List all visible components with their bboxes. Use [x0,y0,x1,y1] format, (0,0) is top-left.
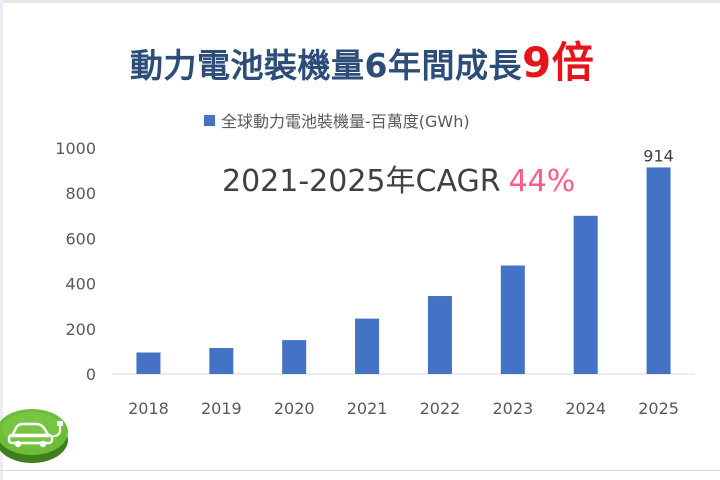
bar-2018 [136,352,161,374]
bar-2023 [500,265,525,374]
bar-2019 [209,348,234,374]
y-tick-label: 400 [65,275,96,294]
bar-2021 [355,318,380,374]
y-tick-label: 200 [65,320,96,339]
bars [136,167,671,374]
data-labels: 914 [643,146,674,165]
chart-title-highlight: 9倍 [521,38,595,87]
bar-2022 [427,296,452,374]
x-tick-label: 2025 [638,399,679,418]
cagr-label: 2021-2025年CAGR [222,164,501,199]
bar-2020 [282,340,307,374]
legend: 全球動力電池裝機量-百萬度(GWh) [204,107,470,133]
chart-title: 動力電池裝機量6年間成長9倍 [130,38,690,88]
top-border [0,0,720,3]
y-axis-ticks: 0 200 400 600 800 1000 [55,139,96,384]
left-border [0,0,3,480]
x-tick-label: 2018 [128,399,169,418]
cagr-value: 44% [508,164,576,199]
chart-title-main: 動力電池裝機量6年間成長 [130,46,522,85]
bar-2024 [573,215,598,374]
x-tick-label: 2019 [201,399,242,418]
bar-2025 [646,167,671,374]
y-tick-label: 1000 [55,139,96,158]
x-tick-label: 2021 [347,399,388,418]
y-tick-label: 600 [65,229,96,248]
y-tick-label: 800 [65,184,96,203]
y-tick-label: 0 [86,365,96,384]
cagr-annotation: 2021-2025年CAGR 44% [222,160,575,204]
bottom-border [0,470,720,471]
legend-swatch [204,114,215,126]
x-axis-ticks: 2018 2019 2020 2021 2022 2023 2024 2025 [128,399,679,418]
x-tick-label: 2022 [420,399,461,418]
x-tick-label: 2023 [492,399,533,418]
electric-car-icon [0,409,68,463]
legend-label: 全球動力電池裝機量-百萬度(GWh) [221,112,470,131]
data-label: 914 [643,146,674,165]
x-tick-label: 2024 [565,399,606,418]
x-tick-label: 2020 [274,399,315,418]
